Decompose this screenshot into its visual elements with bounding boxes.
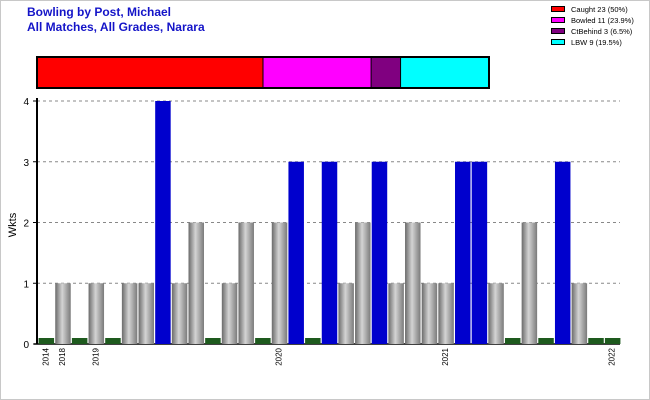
bar-22 — [405, 222, 421, 344]
legend-swatch-ctbehind — [551, 28, 565, 34]
segment-lbw — [400, 57, 489, 88]
bar-7 — [155, 101, 171, 344]
bar-19 — [355, 222, 371, 344]
y-tick-label: 2 — [23, 219, 29, 230]
stacked-bar-border — [36, 56, 490, 89]
bar-13 — [255, 338, 271, 344]
legend-label-lbw: LBW 9 (19.5%) — [571, 38, 622, 47]
bar-27 — [488, 283, 504, 344]
bar-23 — [421, 283, 438, 344]
segment-ctbehind — [371, 57, 401, 88]
bar-4 — [105, 338, 121, 344]
bar-32 — [571, 283, 588, 344]
bar-6 — [138, 283, 155, 344]
bar-8 — [171, 283, 188, 344]
y-tick-label: 3 — [23, 158, 29, 169]
x-tick-label: 2022 — [608, 347, 617, 365]
bar-0 — [38, 338, 55, 344]
bars — [38, 101, 621, 344]
chart-subtitle: All Matches, All Grades, Narara — [27, 20, 205, 34]
legend-item-caught: Caught 23 (50%) — [548, 4, 643, 15]
bar-1 — [55, 283, 71, 344]
bar-20 — [371, 161, 388, 344]
bar-12 — [238, 222, 254, 344]
bar-34 — [604, 338, 621, 344]
legend-item-lbw: LBW 9 (19.5%) — [548, 37, 643, 48]
bar-9 — [188, 222, 204, 344]
x-tick-label: 2019 — [91, 347, 100, 365]
bar-30 — [538, 338, 554, 344]
bar-16 — [305, 338, 321, 344]
legend-item-ctbehind: CtBehind 3 (6.5%) — [548, 26, 643, 37]
bar-24 — [438, 283, 454, 344]
bar-3 — [88, 283, 105, 344]
x-tick-label: 2020 — [275, 347, 284, 365]
bar-11 — [221, 283, 238, 344]
bar-29 — [521, 222, 538, 344]
bar-33 — [588, 338, 604, 344]
bar-10 — [205, 338, 221, 344]
segment-bowled — [263, 57, 372, 88]
legend-label-caught: Caught 23 (50%) — [571, 5, 628, 14]
x-tick-label: 2018 — [58, 347, 67, 365]
bar-26 — [471, 161, 488, 344]
y-tick-label: 4 — [23, 97, 29, 108]
legend-label-ctbehind: CtBehind 3 (6.5%) — [571, 27, 633, 36]
segment-caught — [37, 57, 263, 88]
bar-5 — [121, 283, 138, 344]
dismissal-stacked-bar — [36, 56, 490, 89]
legend-label-bowled: Bowled 11 (23.9%) — [571, 16, 634, 25]
legend: Caught 23 (50%) Bowled 11 (23.9%) CtBehi… — [548, 4, 643, 48]
bar-25 — [455, 161, 471, 344]
bar-2 — [71, 338, 88, 344]
legend-swatch-lbw — [551, 39, 565, 45]
bar-14 — [271, 222, 288, 344]
legend-item-bowled: Bowled 11 (23.9%) — [548, 15, 643, 26]
bar-21 — [388, 283, 404, 344]
y-tick-label: 1 — [23, 279, 29, 290]
x-tick-label: 2014 — [41, 347, 50, 365]
bar-31 — [554, 161, 571, 344]
chart-title: Bowling by Post, Michael — [27, 5, 172, 19]
legend-swatch-bowled — [551, 17, 565, 23]
y-axis-label: Wkts — [7, 212, 19, 237]
x-tick-label: 2021 — [441, 347, 450, 365]
bar-28 — [504, 338, 521, 344]
legend-swatch-caught — [551, 6, 565, 12]
bar-18 — [338, 283, 354, 344]
y-tick-label: 0 — [23, 340, 29, 351]
bar-17 — [321, 161, 338, 344]
tick-labels: 0 1 2 3 4 Wkts 2014 2018 2019 2020 2021 2022 — [7, 97, 617, 366]
bar-15 — [288, 161, 304, 344]
